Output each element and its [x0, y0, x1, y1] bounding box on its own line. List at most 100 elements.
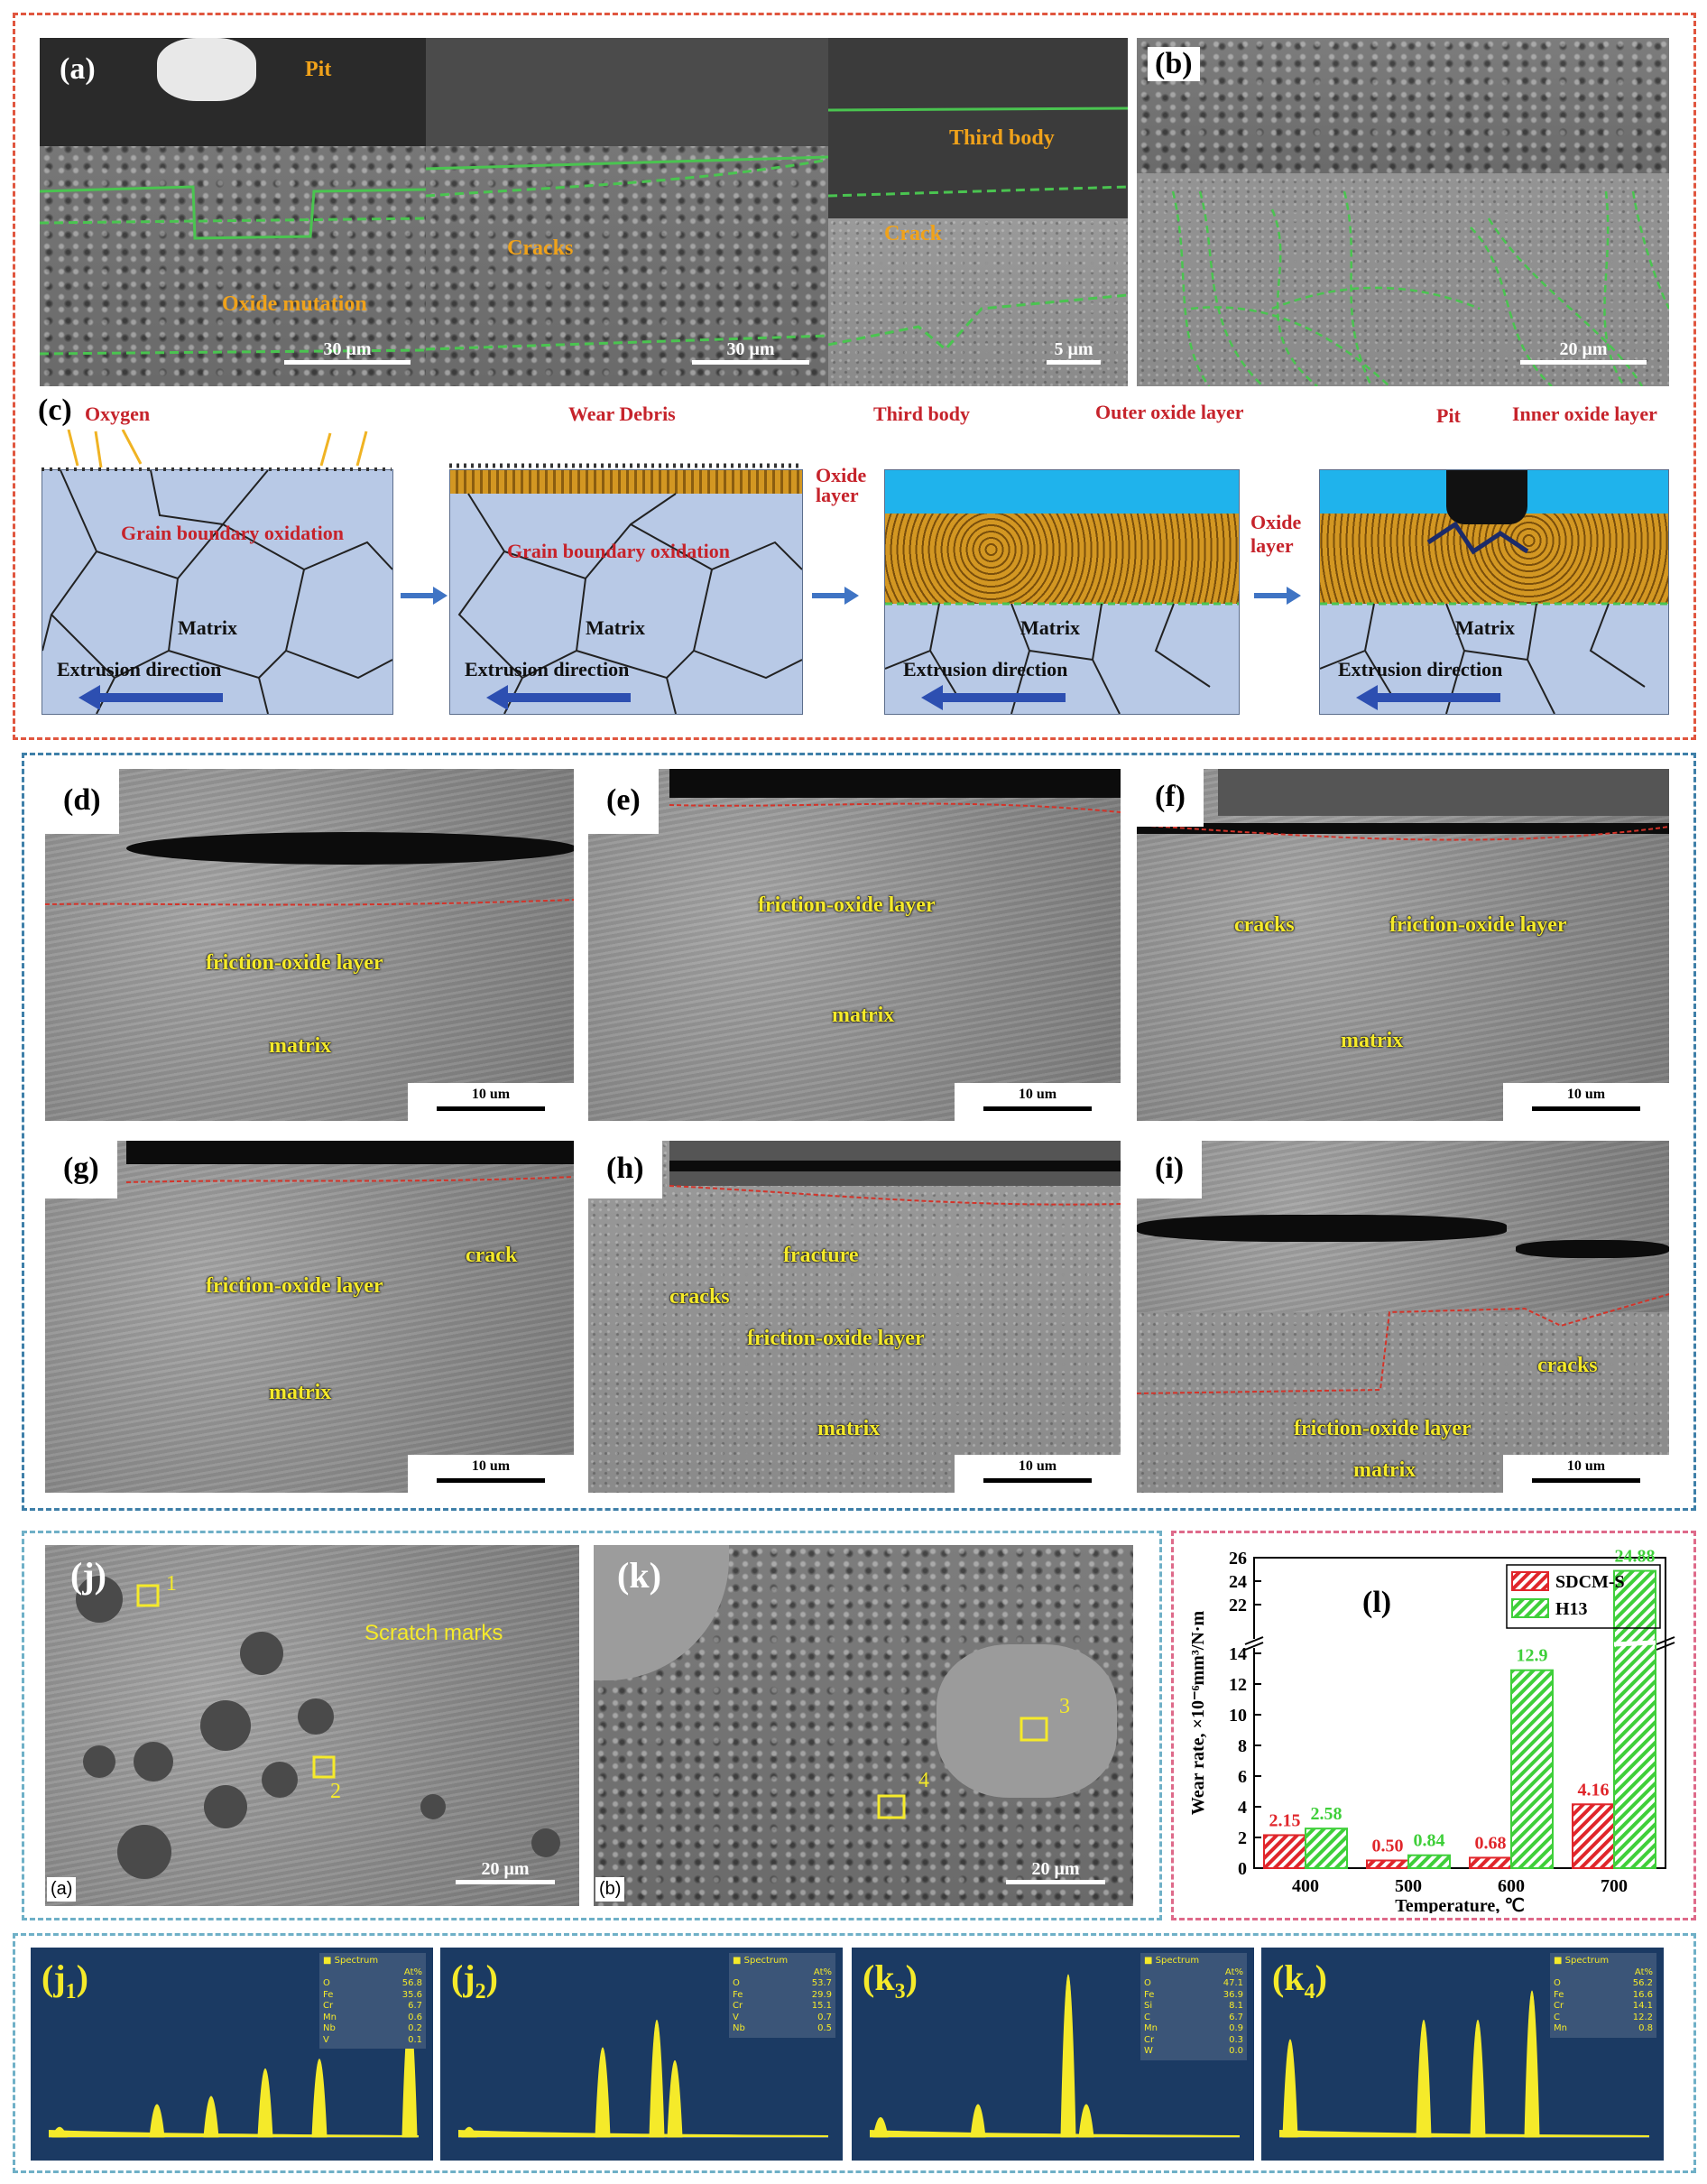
- y-axis-label: Wear rate, ×10⁻⁶mm³/N·m: [1188, 1611, 1208, 1816]
- ann-third-body: Third body: [949, 126, 1055, 150]
- eds-element-row: O 53.7: [733, 1978, 832, 1988]
- eds-peak-cr: [1416, 2020, 1432, 2138]
- e-fol: friction-oxide layer: [758, 893, 936, 917]
- eds-element-row: Fe 29.9: [733, 1989, 832, 2000]
- bar-sdcm-s-600: [1469, 1856, 1512, 1870]
- y-tick-label: 12: [1229, 1675, 1247, 1695]
- panel-label-l: (l): [1362, 1586, 1391, 1619]
- eds-peak-fe: [1060, 1974, 1076, 2138]
- step3-third-body: Third body: [873, 403, 970, 425]
- f-cracks: cracks: [1234, 913, 1295, 937]
- eds-element-row: O 47.1: [1144, 1978, 1243, 1988]
- eds-element-row: C 6.7: [1144, 2012, 1243, 2022]
- sem-j: [45, 1545, 579, 1906]
- legend-swatch-h13: [1511, 1598, 1549, 1618]
- d-matrix: matrix: [269, 1034, 332, 1058]
- step3-extrusion: Extrusion direction: [903, 658, 1068, 680]
- eds-element-row: V 0.1: [323, 2034, 422, 2045]
- step2-extrusion: Extrusion direction: [465, 658, 630, 680]
- step1-oxygen: Oxygen: [85, 403, 151, 425]
- eds-element-row: Cr 0.3: [1144, 2034, 1243, 2045]
- top-frame: [13, 13, 1696, 740]
- h-matrix: matrix: [817, 1417, 881, 1440]
- eds-element-row: Fe 16.6: [1554, 1989, 1653, 2000]
- f-fol: friction-oxide layer: [1389, 913, 1567, 937]
- eds-legend: ■ Spectrum At% O 53.7 Fe 29.9 Cr 15.1 V 0.7 Nb 0.5: [729, 1953, 835, 2038]
- flow-arrow-1: [401, 587, 448, 605]
- panel-label-b: (b): [1148, 47, 1200, 81]
- panel-label-f: (f): [1137, 769, 1204, 827]
- step3-matrix: Matrix: [1020, 616, 1080, 639]
- legend-box: [1506, 1564, 1661, 1629]
- eds-element-row: Fe 36.9: [1144, 1989, 1243, 2000]
- eds-peak-cr: [149, 2104, 165, 2138]
- eds-element-row: O 56.2: [1554, 1978, 1653, 1988]
- step2-matrix: Matrix: [586, 616, 645, 639]
- eds-element-row: Mn 0.8: [1554, 2023, 1653, 2033]
- eds-element-row: Cr 14.1: [1554, 2001, 1653, 2011]
- legend-label-sdcm-s: SDCM-S: [1555, 1572, 1625, 1592]
- axis-break-mark: [1244, 1642, 1264, 1651]
- step1-extrusion: Extrusion direction: [57, 658, 222, 680]
- j-scratch: Scratch marks: [364, 1621, 503, 1645]
- eds-spectrum-k3: (k3) ■ Spectrum At% O 47.1 Fe 36.9 Si 8.1 C 6.7 Mn 0…: [852, 1948, 1254, 2161]
- g-fol: friction-oxide layer: [206, 1274, 383, 1298]
- bar-label: 2.15: [1269, 1810, 1301, 1830]
- y-tick-label: 22: [1229, 1596, 1247, 1615]
- eds-legend-unit: At%: [1224, 1967, 1243, 1977]
- step2-extrusion-arrow: [486, 685, 631, 710]
- schematic-step2: Matrix Extrusion direction: [449, 469, 803, 715]
- eds-peak-fe: [667, 2059, 683, 2138]
- eds-element-row: Si 8.1: [1144, 2001, 1243, 2011]
- step4-pit: Pit: [1436, 404, 1461, 427]
- step3-oxide-layer: Oxide layer: [1250, 511, 1302, 558]
- panel-label-j: (j): [70, 1555, 106, 1596]
- eds-element-row: Nb 0.5: [733, 2023, 832, 2033]
- eds-background: [1279, 2130, 1649, 2137]
- axis-break-mark: [1244, 1636, 1264, 1645]
- eds-plot: [458, 2020, 828, 2138]
- eds-spectrum-k4: (k4) ■ Spectrum At% O 56.2 Fe 16.6 Cr 14.1 C 12.2 M…: [1261, 1948, 1664, 2161]
- x-axis-label: Temperature, ℃: [1395, 1896, 1525, 1913]
- i-cracks: cracks: [1537, 1354, 1598, 1377]
- legend-label-h13: H13: [1555, 1599, 1588, 1619]
- sem-f: [1137, 769, 1669, 1121]
- jk-frame: [22, 1531, 1162, 1920]
- eds-peak-mn: [203, 2096, 219, 2138]
- eds-peak-fe: [649, 2020, 665, 2138]
- x-tick-label: 400: [1292, 1876, 1319, 1896]
- eds-legend-unit: At%: [403, 1967, 422, 1977]
- eds-element-row: W 0.0: [1144, 2046, 1243, 2056]
- eds-background: [49, 2130, 419, 2137]
- scale-f: 10 um: [1503, 1083, 1669, 1121]
- y-tick-label: 24: [1229, 1572, 1247, 1592]
- step4-matrix: Matrix: [1455, 616, 1515, 639]
- k-sublabel: (b): [595, 1877, 625, 1902]
- bar-h13-600: [1510, 1669, 1554, 1869]
- axis-break-gap: [1247, 1639, 1263, 1648]
- eds-tag: (k4): [1272, 1957, 1327, 2004]
- eds-peak-fe: [257, 2068, 273, 2138]
- eds-element-row: Nb 0.2: [323, 2023, 422, 2033]
- eds-element-row: Cr 15.1: [733, 2001, 832, 2011]
- bar-sdcm-s-700: [1572, 1803, 1615, 1869]
- bar-h13-500: [1407, 1854, 1451, 1870]
- scale-e: 10 um: [955, 1083, 1121, 1121]
- step2-gbo: Grain boundary oxidation: [507, 540, 730, 562]
- layer-boundaries: [40, 185, 426, 356]
- eds-plot: [870, 1974, 1240, 2138]
- eds-tag: (k3): [863, 1957, 918, 2004]
- eds-element-row: O 56.8: [323, 1978, 422, 1988]
- eds-peak-fe: [311, 2059, 328, 2138]
- eds-background: [458, 2130, 828, 2137]
- bar-h13-700: [1613, 1569, 1656, 1870]
- schematic-step1: Matrix Extrusion direction: [42, 469, 393, 715]
- eds-element-row: C 12.2: [1554, 2012, 1653, 2022]
- bar-label: 24.88: [1615, 1547, 1656, 1567]
- bar-h13-400: [1305, 1828, 1348, 1870]
- eds-element-row: Fe 35.6: [323, 1989, 422, 2000]
- eds-frame: [13, 1933, 1696, 2173]
- x-tick-label: 700: [1601, 1876, 1628, 1896]
- k-pt3: 3: [1059, 1695, 1070, 1718]
- eds-spectrum-j2: (j2) ■ Spectrum At% O 53.7 Fe 29.9 Cr 15.1 V 0.7 Nb…: [440, 1948, 843, 2161]
